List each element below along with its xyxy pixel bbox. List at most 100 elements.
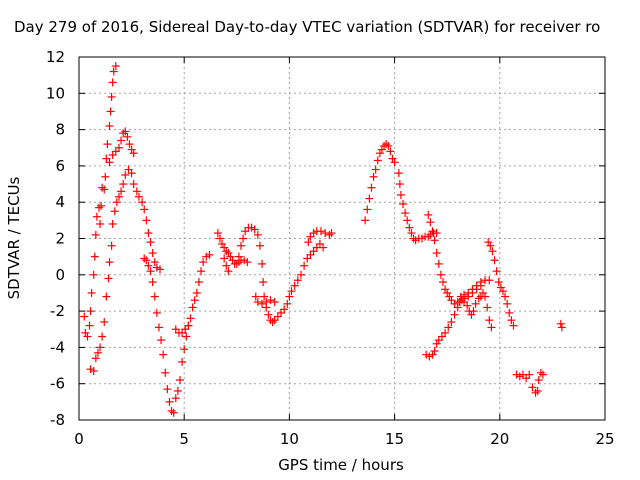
data-point (97, 201, 106, 210)
data-point (169, 408, 178, 417)
data-point (98, 332, 107, 341)
data-point (460, 294, 469, 303)
data-point (525, 370, 534, 379)
data-point (121, 127, 130, 136)
data-point (111, 62, 120, 71)
x-axis-label: GPS time / hours (278, 456, 404, 474)
data-point (173, 386, 182, 395)
data-point (283, 299, 292, 308)
data-point (538, 370, 547, 379)
x-tick-label: 5 (179, 430, 189, 448)
x-tick-label: 15 (385, 430, 404, 448)
data-point (224, 267, 233, 276)
data-point (127, 169, 136, 178)
data-point (148, 249, 157, 258)
data-point (505, 308, 514, 317)
data-point (213, 229, 222, 238)
data-point (86, 307, 95, 316)
data-point (184, 321, 193, 330)
data-point (450, 310, 459, 319)
data-point (483, 303, 492, 312)
data-point (117, 136, 126, 145)
data-point (102, 292, 111, 301)
data-point (375, 149, 384, 158)
data-point (119, 129, 128, 138)
data-point (87, 288, 96, 297)
data-point (266, 296, 275, 305)
data-point (325, 230, 334, 239)
data-point (386, 147, 395, 156)
data-point (226, 252, 235, 261)
data-point (105, 258, 114, 267)
data-point (481, 292, 490, 301)
y-tick-label: -4 (50, 338, 65, 356)
data-point (432, 339, 441, 348)
data-point (457, 296, 466, 305)
data-point (129, 149, 138, 158)
data-point (260, 292, 269, 301)
data-point (476, 281, 485, 290)
data-point (319, 243, 328, 252)
data-point (186, 314, 195, 323)
data-point (90, 252, 99, 261)
data-point (390, 158, 399, 167)
data-point (215, 234, 224, 243)
data-point (467, 310, 476, 319)
y-tick-label: 8 (55, 121, 65, 139)
data-point (106, 107, 115, 116)
data-point (316, 227, 325, 236)
data-point (498, 287, 507, 296)
data-point (399, 200, 408, 209)
data-point (490, 256, 499, 265)
x-tick-label: 0 (74, 430, 84, 448)
data-point (478, 288, 487, 297)
data-point (154, 323, 163, 332)
data-point (104, 274, 113, 283)
data-point (140, 254, 149, 263)
data-point (129, 180, 138, 189)
data-point (94, 203, 103, 212)
data-point (403, 216, 412, 225)
data-point (251, 292, 260, 301)
data-point (83, 332, 92, 341)
data-point (365, 194, 374, 203)
data-point (171, 394, 180, 403)
data-point (361, 216, 370, 225)
data-point (407, 229, 416, 238)
data-point (228, 256, 237, 265)
data-point (382, 140, 391, 149)
data-point (485, 276, 494, 285)
data-point (224, 249, 233, 258)
data-point (144, 261, 153, 270)
data-point (150, 258, 159, 267)
data-point (464, 292, 473, 301)
data-point (194, 278, 203, 287)
data-point (182, 332, 191, 341)
data-point (432, 229, 441, 238)
data-point (105, 121, 114, 130)
data-point (148, 278, 157, 287)
data-point (528, 383, 537, 392)
data-point (405, 223, 414, 232)
data-point (234, 252, 243, 261)
data-point (501, 292, 510, 301)
data-point (426, 218, 435, 227)
data-point (396, 190, 405, 199)
y-tick-label: -6 (50, 375, 65, 393)
data-point (507, 316, 516, 325)
data-point (264, 310, 273, 319)
data-point (367, 183, 376, 192)
data-point (463, 301, 472, 310)
data-point (103, 140, 112, 149)
x-tick-label: 25 (595, 430, 614, 448)
data-point (509, 321, 518, 330)
data-point (121, 170, 130, 179)
data-point (496, 283, 505, 292)
data-point (150, 292, 159, 301)
axis-ticks (78, 56, 606, 421)
data-point (138, 198, 147, 207)
data-point (81, 328, 90, 337)
data-point (146, 267, 155, 276)
x-tick-label: 20 (490, 430, 509, 448)
